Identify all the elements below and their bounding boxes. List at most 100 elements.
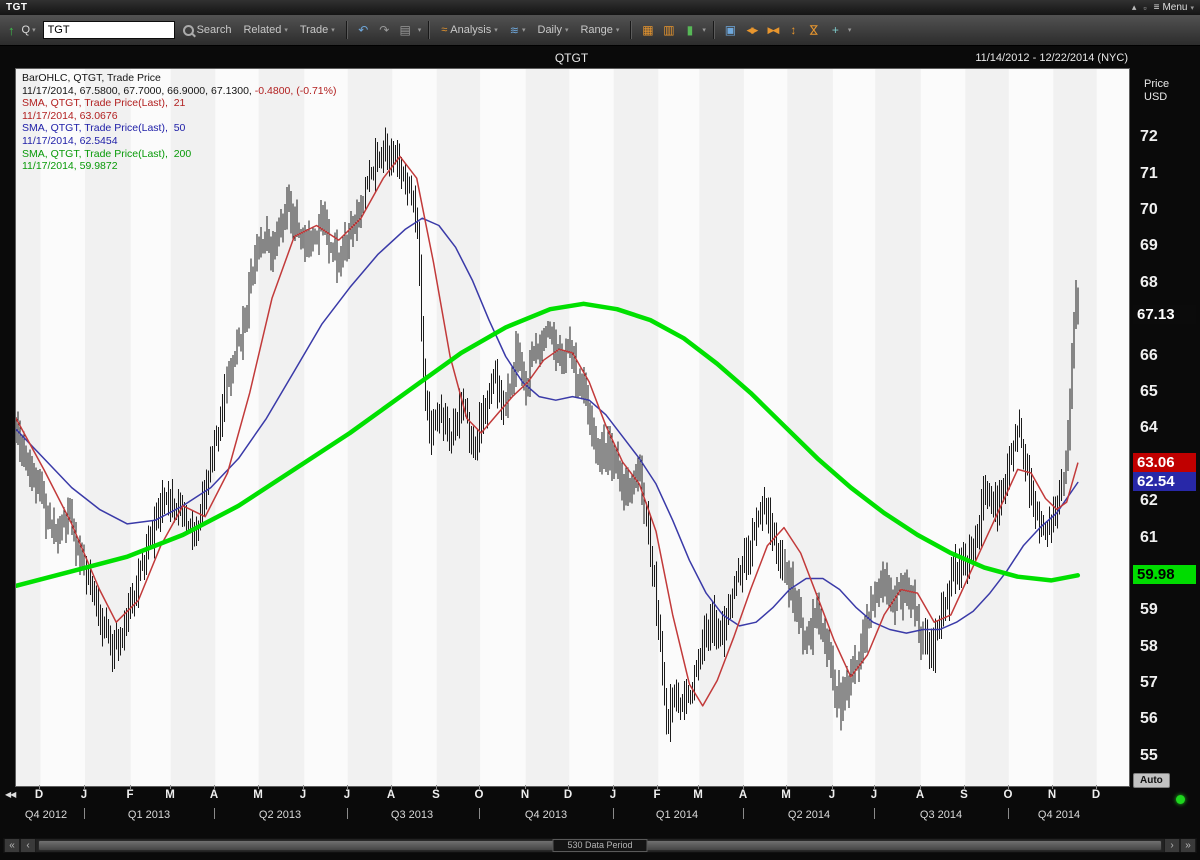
quarter-tick xyxy=(84,808,85,819)
interval-label: Daily xyxy=(537,24,562,36)
month-band xyxy=(170,69,216,786)
scrollbar-track[interactable]: 530 Data Period xyxy=(36,839,1164,852)
y-axis-price-label: 58 xyxy=(1140,638,1158,655)
month-tick xyxy=(920,785,921,789)
x-axis-month-label: J xyxy=(828,789,836,801)
sma50-line xyxy=(16,217,1079,634)
signal-icon: ≈ xyxy=(441,24,448,36)
folder-icon[interactable]: ▤ xyxy=(399,23,411,37)
redo-icon[interactable]: ↷ xyxy=(379,23,390,37)
interval-dropdown[interactable]: Daily ▾ xyxy=(534,22,573,38)
x-axis-month-label: N xyxy=(520,789,530,801)
pan-left-icon[interactable]: ◀◀ xyxy=(5,790,16,799)
scroll-left-icon[interactable]: ‹ xyxy=(20,839,36,852)
menu-button[interactable]: ≡ Menu ▾ xyxy=(1154,2,1194,13)
price-chart-canvas[interactable] xyxy=(16,69,1129,786)
caret-down-icon: ▾ xyxy=(1190,4,1194,12)
month-tick xyxy=(786,785,787,789)
month-tick xyxy=(391,785,392,789)
overflow-caret-icon[interactable]: ▾ xyxy=(847,27,852,34)
x-axis-quarter-label: Q4 2012 xyxy=(24,809,68,821)
x-axis-quarter-label: Q1 2013 xyxy=(127,809,171,821)
symbol-input[interactable] xyxy=(42,21,175,39)
quote-type-label: Q xyxy=(21,24,31,36)
ohlc-bars xyxy=(16,127,1079,742)
analysis-dropdown[interactable]: ≈ Analysis ▾ xyxy=(437,22,502,38)
price-axis-title-line1: Price xyxy=(1144,78,1170,90)
add-chart-icon[interactable]: ▥ xyxy=(663,23,675,37)
expand-vertical-icon[interactable]: ↕ xyxy=(790,23,797,37)
x-axis-month-label: A xyxy=(386,789,396,801)
x-axis-quarter-label: Q2 2013 xyxy=(258,809,302,821)
quote-type-button[interactable]: Q ▾ xyxy=(19,23,39,37)
x-axis-month-label: F xyxy=(653,789,661,801)
scroll-start-icon[interactable]: « xyxy=(4,839,20,852)
x-axis-month-label: D xyxy=(1091,789,1101,801)
x-axis-quarter-label: Q4 2013 xyxy=(524,809,568,821)
horizontal-scrollbar[interactable]: « ‹ 530 Data Period › » xyxy=(3,838,1197,853)
x-axis-month-label: J xyxy=(609,789,617,801)
auto-scale-button[interactable]: Auto xyxy=(1133,773,1170,788)
month-tick xyxy=(303,785,304,789)
y-axis-price-label: 70 xyxy=(1140,201,1158,218)
caret-down-icon: ▾ xyxy=(32,27,36,34)
x-axis-month-label: M xyxy=(693,789,703,801)
chart-date-range: 11/14/2012 - 12/22/2014 (NYC) xyxy=(975,52,1128,64)
month-tick xyxy=(214,785,215,789)
trade-dropdown[interactable]: Trade ▾ xyxy=(296,22,339,38)
mini-chart-icon[interactable]: ▦ xyxy=(642,23,654,37)
undo-icon[interactable]: ↶ xyxy=(358,23,369,37)
hourglass-icon[interactable]: ⋈ xyxy=(807,24,822,36)
x-axis-month-label: J xyxy=(343,789,351,801)
month-tick xyxy=(525,785,526,789)
search-label: Search xyxy=(196,24,232,36)
x-axis-month-label: A xyxy=(915,789,925,801)
volume-style-icon[interactable]: ▮ xyxy=(686,23,694,37)
chart-plot-area[interactable]: BarOHLC, QTGT, Trade Price 11/17/2014, 67… xyxy=(15,68,1130,787)
maximize-icon[interactable]: ▫ xyxy=(1143,2,1147,13)
caret-down-icon[interactable]: ▾ xyxy=(702,27,706,34)
search-button[interactable]: Search xyxy=(179,22,236,38)
caret-down-icon[interactable]: ▾ xyxy=(417,27,422,34)
popout-icon[interactable]: ▴ xyxy=(1131,2,1137,12)
month-band xyxy=(875,69,921,786)
month-tick xyxy=(258,785,259,789)
sma200-price-flag: 59.98 xyxy=(1133,565,1196,584)
month-tick xyxy=(964,785,965,789)
crosshair-icon[interactable]: + xyxy=(831,23,839,37)
sma21-price-flag: 63.06 xyxy=(1133,453,1196,472)
range-dropdown[interactable]: Range ▾ xyxy=(576,22,623,38)
menu-label: Menu xyxy=(1162,2,1188,13)
analysis-label: Analysis xyxy=(450,24,492,36)
x-axis-month-label: S xyxy=(432,789,440,801)
month-tick xyxy=(613,785,614,789)
month-tick xyxy=(347,785,348,789)
y-axis-price-label: 64 xyxy=(1140,419,1158,436)
quarter-tick xyxy=(613,808,614,819)
y-axis-price-label: 71 xyxy=(1140,165,1158,182)
sma50-price-flag: 62.54 xyxy=(1133,472,1196,491)
sma200-line xyxy=(16,301,1081,589)
month-tick xyxy=(84,785,85,789)
quarter-tick xyxy=(214,808,215,819)
step-back-icon[interactable]: ◀▶ xyxy=(746,24,759,35)
waves-dropdown[interactable]: ≋ ▾ xyxy=(506,22,530,39)
y-axis-price-label: 65 xyxy=(1140,383,1158,400)
scroll-right-icon[interactable]: › xyxy=(1164,839,1180,852)
menu-icon: ≡ xyxy=(1153,2,1160,13)
y-axis-price-label: 68 xyxy=(1140,274,1158,291)
x-axis-quarter-label: Q3 2014 xyxy=(919,809,963,821)
quarter-tick xyxy=(743,808,744,819)
y-axis-price-label: 57 xyxy=(1140,674,1158,691)
x-axis-month-label: A xyxy=(209,789,219,801)
step-forward-icon[interactable]: ▶◀ xyxy=(767,24,780,35)
caret-down-icon: ▾ xyxy=(494,27,498,34)
related-dropdown[interactable]: Related ▾ xyxy=(239,22,291,38)
scroll-end-icon[interactable]: » xyxy=(1180,839,1196,852)
chart-region: QTGT 11/14/2012 - 12/22/2014 (NYC) BarOH… xyxy=(0,46,1200,860)
new-window-icon[interactable]: ▣ xyxy=(724,23,737,37)
month-band xyxy=(1053,69,1097,786)
last-price-flag: 67.13 xyxy=(1133,305,1196,324)
x-axis-month-label: O xyxy=(1003,789,1013,801)
month-tick xyxy=(698,785,699,789)
